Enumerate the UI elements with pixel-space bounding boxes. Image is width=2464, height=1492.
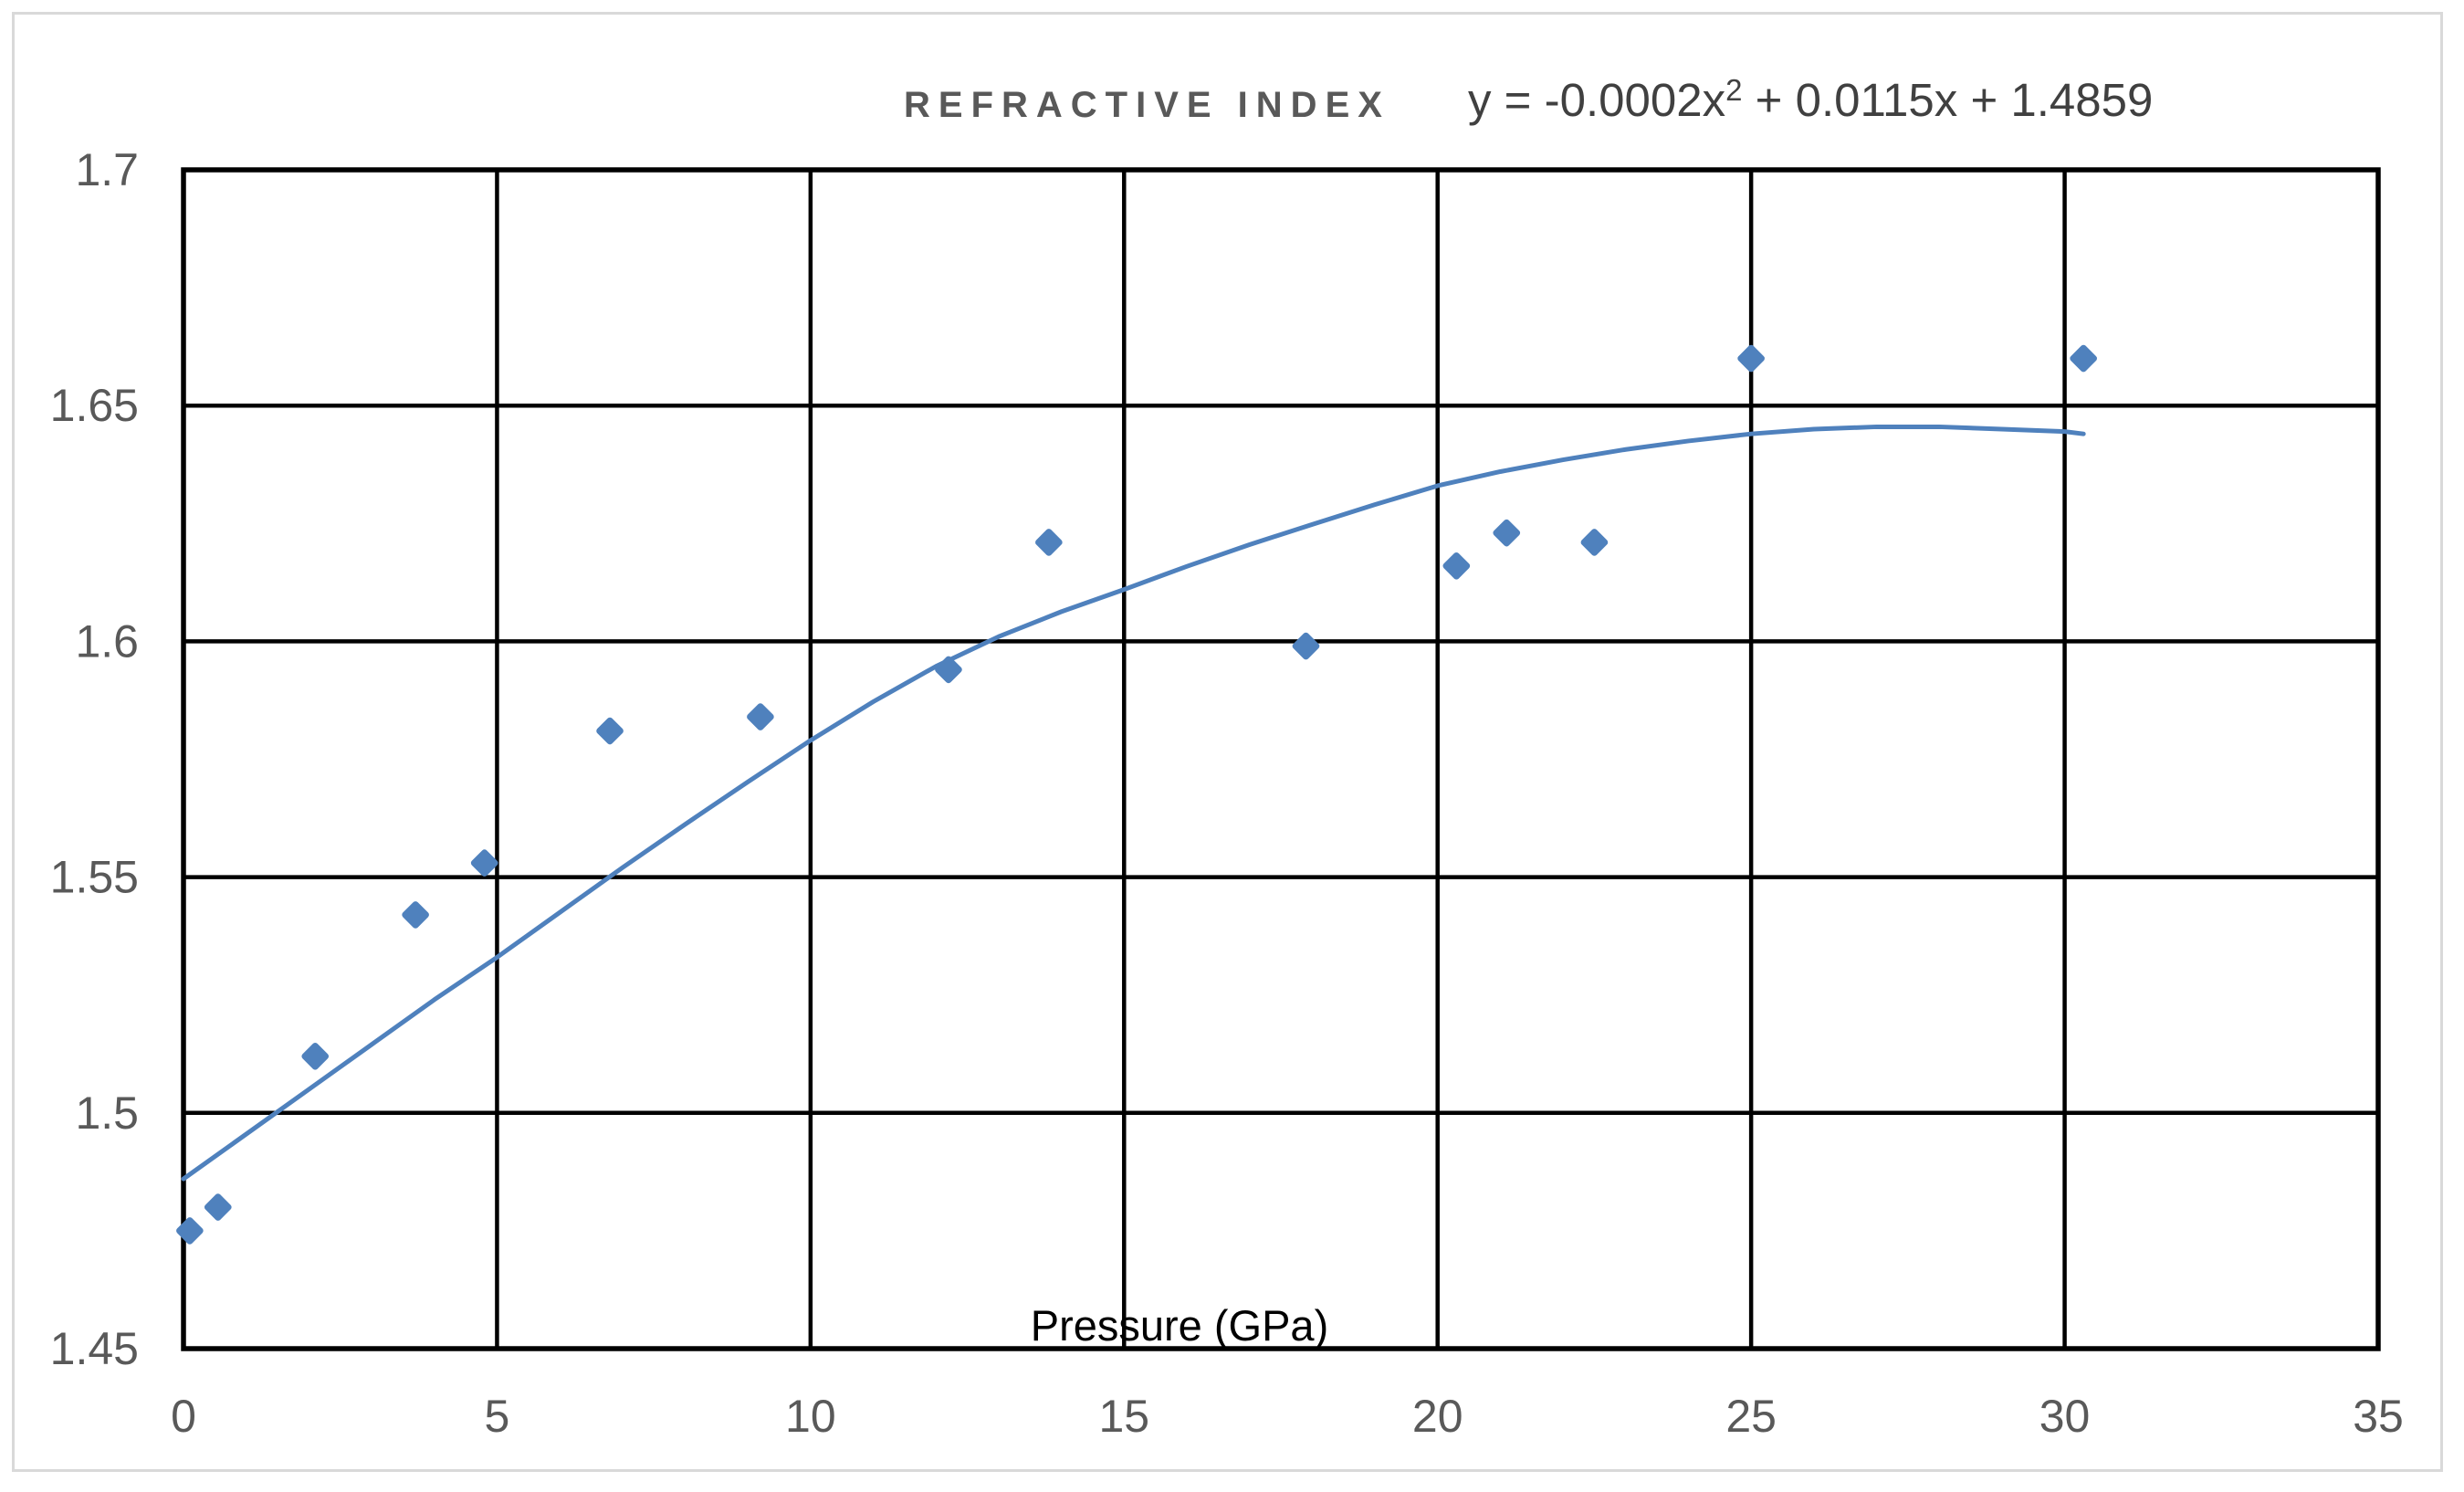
data-point-diamond — [301, 1043, 330, 1070]
y-tick-label: 1.7 — [75, 144, 139, 195]
data-point-diamond — [1580, 529, 1609, 556]
data-point-diamond — [1493, 519, 1521, 547]
trendline-equation-rest: + 0.0115x + 1.4859 — [1742, 74, 2154, 126]
data-point-diamond — [176, 1217, 204, 1245]
chart-title: REFRACTIVE INDEX — [904, 85, 1390, 125]
y-tick-label: 1.6 — [75, 615, 139, 667]
data-point-diamond — [402, 901, 429, 929]
x-tick-label: 0 — [171, 1391, 196, 1442]
y-tick-label: 1.65 — [50, 380, 139, 431]
trendline-equation-exponent: 2 — [1725, 73, 1743, 107]
y-tick-label: 1.45 — [50, 1323, 139, 1374]
data-point-diamond — [1442, 552, 1471, 580]
trendline-curve — [181, 424, 2086, 1182]
x-axis-title: Pressure (GPa) — [1030, 1301, 1329, 1350]
trendline-equation-base: y = -0.0002x — [1468, 74, 1726, 126]
x-tick-label: 20 — [1412, 1391, 1463, 1442]
y-tick-label: 1.55 — [50, 852, 139, 903]
data-point-diamond — [2070, 344, 2097, 373]
data-point-diamond — [747, 703, 774, 730]
x-tick-label: 10 — [785, 1391, 836, 1442]
x-tick-label: 30 — [2039, 1391, 2091, 1442]
data-point-diamond — [470, 849, 498, 877]
data-point-diamond — [1035, 529, 1063, 556]
chart-outer-border — [12, 12, 2443, 1472]
trendline-equation: y = -0.0002x2 + 0.0115x + 1.4859 — [1468, 74, 2154, 126]
data-point-diamond — [935, 656, 962, 684]
x-tick-label: 35 — [2353, 1391, 2404, 1442]
data-point-diamond — [1292, 632, 1320, 660]
x-tick-label: 5 — [485, 1391, 510, 1442]
plot-area-border — [181, 167, 2381, 1351]
data-point-diamond — [204, 1193, 232, 1221]
y-tick-label: 1.5 — [75, 1087, 139, 1139]
data-point-diamond — [596, 717, 624, 745]
data-point-diamond — [1737, 344, 1765, 373]
x-tick-label: 15 — [1098, 1391, 1149, 1442]
x-tick-label: 25 — [1725, 1391, 1777, 1442]
